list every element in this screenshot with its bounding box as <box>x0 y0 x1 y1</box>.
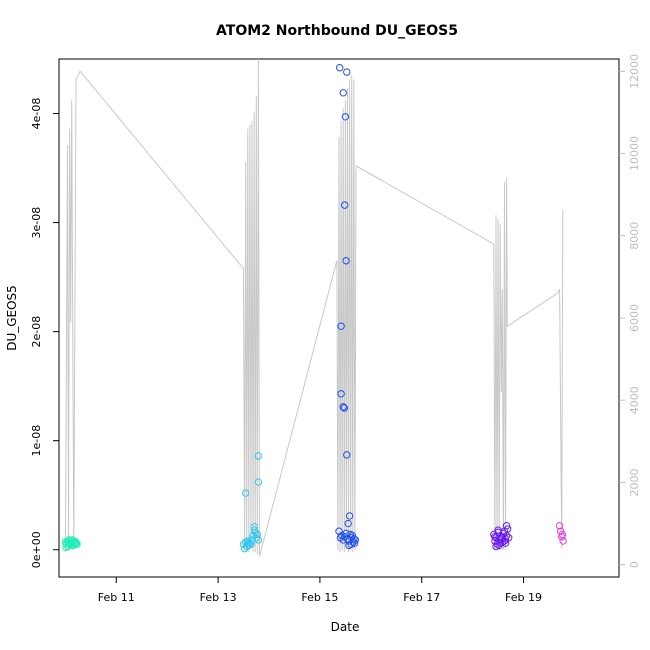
y2-tick-label: 6000 <box>628 304 641 332</box>
secondary-series-line <box>64 58 564 557</box>
data-point <box>254 536 263 544</box>
chart-title: ATOM2 Northbound DU_GEOS5 <box>216 23 458 39</box>
data-point <box>345 512 354 520</box>
data-point <box>498 534 507 542</box>
data-point <box>336 64 344 72</box>
y2-tick-label: 10000 <box>628 136 641 171</box>
y2-tick-label: 0 <box>628 561 641 568</box>
data-point <box>343 68 351 76</box>
x-axis-label: Date <box>331 620 360 634</box>
y-tick-label: 1e-08 <box>30 425 43 457</box>
data-point <box>343 451 351 459</box>
data-point <box>342 529 350 538</box>
y-axis-label: DU_GEOS5 <box>5 285 19 351</box>
y-axis-right: 0 2000 4000 6000 8000 10000 12000 <box>619 54 641 568</box>
data-point <box>250 526 258 534</box>
data-point <box>491 532 499 541</box>
y2-tick-label: 4000 <box>628 386 641 414</box>
data-point <box>252 534 260 542</box>
data-point <box>337 322 345 330</box>
y-axis-left: 0e+00 1e-08 2e-08 3e-08 4e-08 <box>30 98 59 568</box>
data-point <box>340 404 349 412</box>
x-tick-label: Feb 19 <box>505 591 542 604</box>
y2-tick-label: 2000 <box>628 468 641 496</box>
y-tick-label: 2e-08 <box>30 316 43 348</box>
x-tick-label: Feb 15 <box>301 591 338 604</box>
data-point <box>341 113 350 121</box>
data-point <box>247 540 255 548</box>
data-point <box>340 201 349 209</box>
data-point <box>250 523 258 531</box>
data-point <box>495 541 503 550</box>
points-layer <box>61 64 567 553</box>
y2-tick-label: 12000 <box>628 54 641 89</box>
y-tick-label: 4e-08 <box>30 98 43 130</box>
data-point <box>497 535 505 543</box>
data-point <box>244 539 252 547</box>
y-tick-label: 0e+00 <box>30 531 43 568</box>
data-point <box>241 489 250 497</box>
data-point <box>502 522 511 530</box>
data-point <box>65 536 74 544</box>
data-point <box>254 478 263 486</box>
data-point <box>501 539 510 547</box>
data-point <box>339 536 347 544</box>
y2-tick-label: 8000 <box>628 222 641 250</box>
x-tick-label: Feb 13 <box>200 591 237 604</box>
data-point <box>492 542 500 551</box>
x-tick-label: Feb 11 <box>98 591 135 604</box>
data-point <box>555 522 564 530</box>
secondary-line-layer <box>64 58 564 557</box>
x-tick-label: Feb 17 <box>403 591 440 604</box>
data-point <box>344 519 352 528</box>
x-axis: Feb 11 Feb 13 Feb 15 Feb 17 Feb 19 <box>98 577 542 604</box>
data-point <box>342 257 350 265</box>
y-tick-label: 3e-08 <box>30 207 43 239</box>
data-point <box>345 541 353 550</box>
data-point <box>337 390 345 398</box>
data-point <box>339 89 347 97</box>
data-point <box>339 403 347 411</box>
data-point <box>351 536 359 544</box>
data-point <box>501 535 510 543</box>
data-point <box>559 537 567 545</box>
data-point <box>254 452 263 460</box>
data-point <box>72 539 81 547</box>
